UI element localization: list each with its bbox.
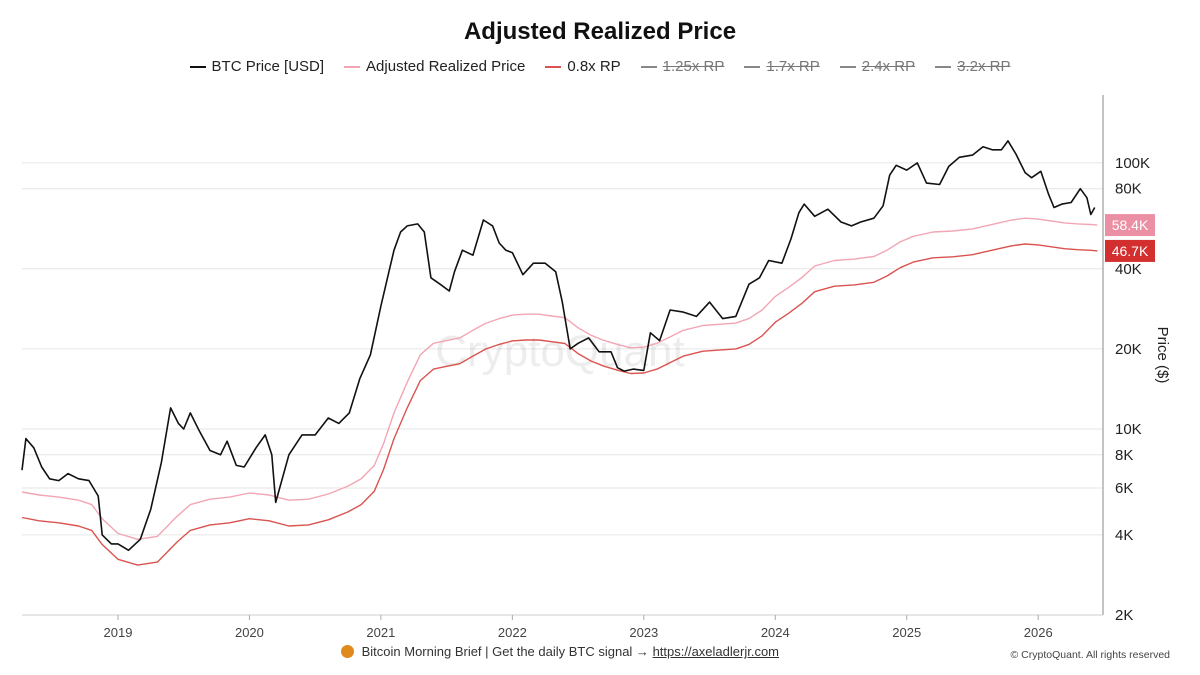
y-tick-label: 6K: [1115, 480, 1133, 497]
x-axis-ticks: 2019 2020 2021 2022 2023 2024 2025 2026: [104, 615, 1053, 640]
legend-swatch: [344, 65, 361, 68]
legend-item[interactable]: 1.7x RP: [744, 58, 820, 75]
brief-link[interactable]: https://axeladlerjr.com: [652, 644, 780, 659]
legend-label: BTC Price [USD]: [211, 58, 325, 75]
x-tick-label: 2023: [629, 625, 658, 640]
y-tick-label: 8K: [1115, 447, 1133, 464]
brief-text: Bitcoin Morning Brief | Get the daily BT…: [361, 644, 649, 659]
legend-item[interactable]: 2.4x RP: [839, 58, 916, 75]
grid-lines: [22, 162, 1103, 616]
y-tick-label: 2K: [1115, 607, 1133, 624]
orange-circle-icon: [340, 645, 354, 658]
legend-swatch: [640, 65, 657, 68]
x-tick-label: 2025: [892, 625, 921, 640]
legend-swatch: [744, 65, 761, 68]
last-value-badge: [1105, 239, 1155, 262]
last-value-label: 58.4K: [1112, 217, 1149, 233]
x-tick-label: 2020: [235, 625, 264, 640]
y-tick-label: 20K: [1115, 341, 1142, 358]
legend-label: 3.2x RP: [957, 58, 1011, 75]
chart-title: Adjusted Realized Price: [463, 18, 737, 45]
adjusted-realized-price-line: [21, 217, 1098, 540]
legend-swatch: [935, 65, 952, 68]
x-tick-label: 2021: [366, 625, 395, 640]
last-value-badges: 58.4K 46.7K: [1105, 214, 1155, 262]
last-value-badge: [1105, 214, 1155, 237]
legend-label: 1.7x RP: [766, 58, 820, 75]
y-tick-label: 10K: [1115, 421, 1142, 438]
y-axis-ticks: 2K 4K 6K 8K 10K 20K 40K 80K 100K: [1115, 155, 1150, 624]
legend-item[interactable]: 1.25x RP: [640, 58, 725, 75]
legend-item[interactable]: 3.2x RP: [935, 58, 1010, 75]
chart-legend: BTC Price [USD] Adjusted Realized Price 0.…: [0, 58, 1200, 75]
series-lines: [21, 140, 1098, 566]
y-axis-label: Price ($): [1154, 327, 1171, 384]
y-tick-label: 40K: [1115, 261, 1142, 278]
legend-label: 0.8x RP: [567, 58, 621, 75]
legend-item[interactable]: BTC Price [USD]: [189, 58, 325, 75]
btc-price-line: [21, 140, 1096, 552]
legend-item[interactable]: 0.8x RP: [545, 58, 621, 75]
y-tick-label: 80K: [1115, 181, 1142, 198]
legend-swatch: [545, 65, 562, 68]
x-tick-label: 2024: [761, 625, 790, 640]
legend-swatch: [839, 65, 856, 68]
legend-label: Adjusted Realized Price: [366, 58, 526, 75]
y-tick-label: 100K: [1115, 155, 1150, 172]
x-tick-label: 2022: [498, 625, 527, 640]
watermark: CryptoQuant: [435, 327, 684, 376]
x-tick-label: 2019: [104, 625, 133, 640]
copyright-text: © CryptoQuant. All rights reserved: [1010, 649, 1170, 661]
footer-brief: Bitcoin Morning Brief | Get the daily BT…: [0, 644, 1120, 659]
rp-0-8x-line: [21, 243, 1098, 566]
legend-label: 2.4x RP: [861, 58, 916, 75]
last-value-label: 46.7K: [1112, 243, 1149, 259]
legend-label: 1.25x RP: [662, 58, 725, 75]
x-tick-label: 2026: [1024, 625, 1053, 640]
legend-swatch: [189, 65, 206, 68]
y-tick-label: 4K: [1115, 527, 1133, 544]
legend-item[interactable]: Adjusted Realized Price: [344, 58, 525, 75]
